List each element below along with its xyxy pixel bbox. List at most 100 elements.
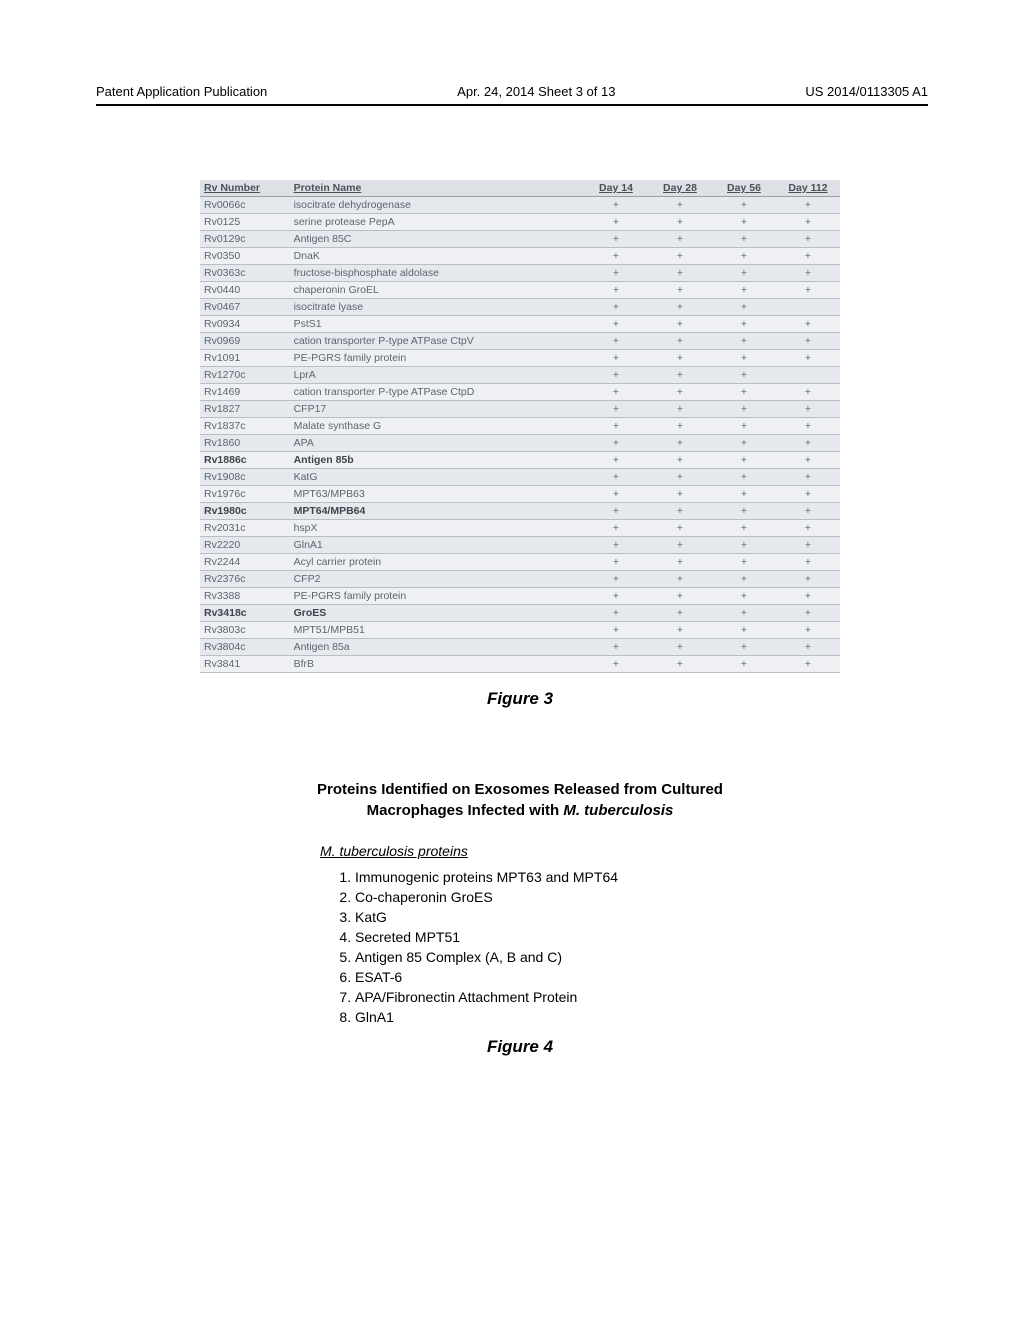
cell-day-mark: + [584, 197, 648, 214]
cell-day-mark: + [648, 299, 712, 316]
col-day28: Day 28 [648, 180, 712, 197]
col-day112: Day 112 [776, 180, 840, 197]
table-row: Rv2031chspX++++ [200, 520, 840, 537]
cell-day-mark: + [648, 418, 712, 435]
cell-protein-name: APA [290, 435, 584, 452]
cell-day-mark: + [776, 588, 840, 605]
cell-rv-number: Rv0129c [200, 231, 290, 248]
cell-day-mark: + [776, 452, 840, 469]
cell-day-mark: + [712, 231, 776, 248]
cell-day-mark: + [712, 520, 776, 537]
cell-protein-name: MPT63/MPB63 [290, 486, 584, 503]
cell-day-mark: + [584, 214, 648, 231]
cell-day-mark: + [584, 333, 648, 350]
cell-day-mark: + [712, 469, 776, 486]
table-header-row: Rv Number Protein Name Day 14 Day 28 Day… [200, 180, 840, 197]
figure4-title-line2-prefix: Macrophages Infected with [367, 802, 564, 819]
table-row: Rv3388PE-PGRS family protein++++ [200, 588, 840, 605]
cell-day-mark: + [712, 452, 776, 469]
cell-day-mark: + [648, 537, 712, 554]
table-row: Rv2244Acyl carrier protein++++ [200, 554, 840, 571]
header-mid: Apr. 24, 2014 Sheet 3 of 13 [457, 84, 615, 104]
list-item: APA/Fibronectin Attachment Protein [355, 989, 840, 1005]
cell-day-mark: + [712, 588, 776, 605]
cell-day-mark: + [776, 214, 840, 231]
cell-day-mark: + [712, 282, 776, 299]
figure3-table: Rv Number Protein Name Day 14 Day 28 Day… [200, 180, 840, 673]
cell-rv-number: Rv1908c [200, 469, 290, 486]
list-item: Antigen 85 Complex (A, B and C) [355, 949, 840, 965]
cell-rv-number: Rv1837c [200, 418, 290, 435]
cell-day-mark: + [776, 333, 840, 350]
cell-day-mark: + [648, 231, 712, 248]
cell-protein-name: PE-PGRS family protein [290, 588, 584, 605]
col-rv-number: Rv Number [200, 180, 290, 197]
cell-day-mark: + [648, 486, 712, 503]
cell-protein-name: cation transporter P-type ATPase CtpD [290, 384, 584, 401]
cell-rv-number: Rv3418c [200, 605, 290, 622]
cell-day-mark: + [584, 265, 648, 282]
page-content: Rv Number Protein Name Day 14 Day 28 Day… [200, 180, 840, 1057]
cell-day-mark: + [712, 639, 776, 656]
table-row: Rv2376cCFP2++++ [200, 571, 840, 588]
cell-day-mark: + [776, 248, 840, 265]
cell-day-mark: + [584, 384, 648, 401]
cell-day-mark: + [648, 622, 712, 639]
cell-protein-name: KatG [290, 469, 584, 486]
cell-protein-name: fructose-bisphosphate aldolase [290, 265, 584, 282]
cell-day-mark: + [648, 656, 712, 673]
table-row: Rv1976cMPT63/MPB63++++ [200, 486, 840, 503]
table-row: Rv1837cMalate synthase G++++ [200, 418, 840, 435]
table-row: Rv1827CFP17++++ [200, 401, 840, 418]
cell-day-mark: + [712, 622, 776, 639]
cell-day-mark: + [712, 401, 776, 418]
cell-day-mark: + [712, 486, 776, 503]
cell-day-mark: + [648, 401, 712, 418]
cell-protein-name: Antigen 85C [290, 231, 584, 248]
cell-protein-name: Antigen 85b [290, 452, 584, 469]
cell-day-mark: + [776, 571, 840, 588]
table-row: Rv0934PstS1++++ [200, 316, 840, 333]
cell-day-mark: + [648, 503, 712, 520]
cell-day-mark: + [712, 605, 776, 622]
cell-protein-name: DnaK [290, 248, 584, 265]
table-row: Rv0066cisocitrate dehydrogenase++++ [200, 197, 840, 214]
cell-rv-number: Rv2244 [200, 554, 290, 571]
cell-day-mark: + [648, 316, 712, 333]
cell-day-mark: + [648, 265, 712, 282]
cell-rv-number: Rv1469 [200, 384, 290, 401]
cell-day-mark: + [584, 571, 648, 588]
cell-rv-number: Rv1980c [200, 503, 290, 520]
cell-day-mark: + [712, 554, 776, 571]
cell-day-mark: + [648, 639, 712, 656]
cell-day-mark: + [584, 537, 648, 554]
cell-rv-number: Rv2376c [200, 571, 290, 588]
cell-day-mark: + [584, 469, 648, 486]
cell-rv-number: Rv2220 [200, 537, 290, 554]
header-right: US 2014/0113305 A1 [805, 84, 928, 104]
cell-protein-name: PstS1 [290, 316, 584, 333]
cell-protein-name: GroES [290, 605, 584, 622]
cell-day-mark: + [584, 452, 648, 469]
cell-day-mark: + [776, 384, 840, 401]
cell-day-mark: + [776, 197, 840, 214]
figure4-list: Immunogenic proteins MPT63 and MPT64Co-c… [355, 869, 840, 1025]
cell-rv-number: Rv1860 [200, 435, 290, 452]
cell-day-mark: + [584, 639, 648, 656]
cell-protein-name: isocitrate dehydrogenase [290, 197, 584, 214]
cell-day-mark: + [776, 401, 840, 418]
cell-day-mark: + [648, 367, 712, 384]
cell-protein-name: serine protease PepA [290, 214, 584, 231]
cell-day-mark: + [648, 282, 712, 299]
figure4-subtitle-rest: proteins [414, 843, 468, 859]
table-row: Rv1860APA++++ [200, 435, 840, 452]
cell-protein-name: MPT64/MPB64 [290, 503, 584, 520]
cell-day-mark: + [712, 350, 776, 367]
list-item: Co-chaperonin GroES [355, 889, 840, 905]
cell-day-mark: + [776, 520, 840, 537]
cell-day-mark: + [776, 231, 840, 248]
list-item: ESAT-6 [355, 969, 840, 985]
cell-rv-number: Rv1886c [200, 452, 290, 469]
cell-day-mark: + [712, 418, 776, 435]
cell-day-mark: + [776, 486, 840, 503]
